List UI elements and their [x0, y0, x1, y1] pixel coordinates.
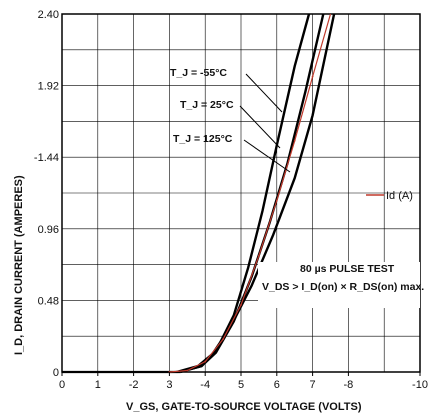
- x-tick-label: 6: [274, 379, 280, 391]
- x-tick-label: 1: [95, 379, 101, 391]
- series-line-0: [169, 13, 332, 373]
- temp-curve-2: [176, 13, 336, 374]
- series-point: [222, 338, 225, 341]
- y-tick-label: -1.44: [34, 152, 59, 164]
- x-tick-label: 0: [59, 379, 65, 391]
- legend-label: Id (A): [386, 190, 413, 202]
- vds-condition-annotation: V_DS > I_D(on) × R_DS(on) max.: [262, 281, 424, 293]
- series-point: [275, 199, 278, 202]
- leader-line-neg55: [245, 73, 283, 113]
- x-tick-labels: 0 1 -2 3 -4 5 6 7 -8 -10: [59, 372, 428, 391]
- annotation-box: [258, 262, 420, 308]
- x-tick-label: 7: [310, 379, 316, 391]
- temp-label-neg55: T_J = -55°C: [170, 67, 227, 79]
- pulse-test-annotation: 80 µs PULSE TEST: [300, 263, 395, 275]
- series-point: [311, 75, 314, 78]
- x-axis-title: V_GS, GATE-TO-SOURCE VOLTAGE (VOLTS): [126, 401, 362, 413]
- x-tick-label: 5: [238, 379, 244, 391]
- x-tick-label: -10: [412, 379, 428, 391]
- y-tick-label: 2.40: [38, 9, 59, 21]
- y-tick-label: 0: [53, 367, 59, 379]
- leader-line-125: [243, 139, 291, 173]
- y-tick-label: 1.92: [38, 81, 59, 93]
- series-point: [258, 254, 260, 257]
- grid-lines: [62, 14, 420, 372]
- x-tick-label: -2: [129, 379, 139, 391]
- temp-label-125: T_J = 125°C: [173, 133, 233, 145]
- x-tick-label: -8: [344, 379, 354, 391]
- leader-line-25: [239, 105, 281, 149]
- series-point: [293, 139, 296, 142]
- temp-label-25: T_J = 25°C: [180, 99, 234, 111]
- series-point: [186, 369, 189, 372]
- x-tick-label: 3: [166, 379, 172, 391]
- y-tick-label: 0.48: [38, 295, 59, 307]
- y-tick-labels: 0 0.48 0.96 -1.44 1.92 2.40: [34, 9, 59, 379]
- series-point: [240, 303, 242, 306]
- y-axis-title: I_D, DRAIN CURRENT (AMPERES): [13, 175, 25, 355]
- series-point: [204, 360, 207, 363]
- y-tick-label: 0.96: [38, 224, 59, 236]
- x-tick-label: -4: [200, 379, 210, 391]
